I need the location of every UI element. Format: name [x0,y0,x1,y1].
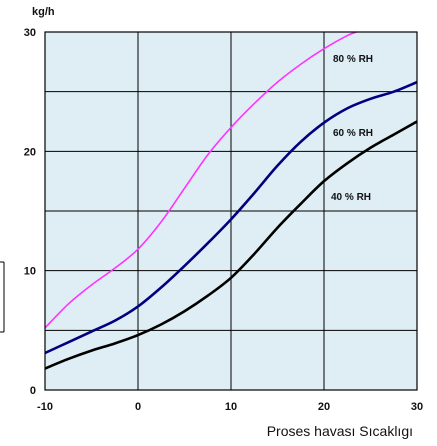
x-tick-label: -10 [37,401,53,413]
y-tick-label: 10 [24,266,36,278]
series-label-1: 80 % RH [333,54,373,65]
y-tick-label: 30 [24,27,36,39]
x-axis-title: Proses havası Sıcaklıgı [267,423,413,439]
x-tick-label: 30 [411,401,423,413]
grid-lines [45,32,417,390]
series-lines [44,31,418,370]
left-bracket-marker [0,261,5,333]
series-line-2 [44,80,418,355]
y-axis-unit-label: kg/h [32,6,55,18]
series-line-3 [44,120,418,370]
series-line-1 [44,31,357,329]
series-label-2: 60 % RH [333,128,373,139]
x-tick-label: 20 [318,401,330,413]
plot-frame [44,31,418,391]
y-tick-label: 0 [30,385,36,397]
x-tick-label: 0 [135,401,141,413]
series-labels: 80 % RH 60 % RH 40 % RH [331,54,373,203]
x-tick-label: 10 [225,401,237,413]
y-tick-label: 20 [24,146,36,158]
series-label-3: 40 % RH [331,192,371,203]
